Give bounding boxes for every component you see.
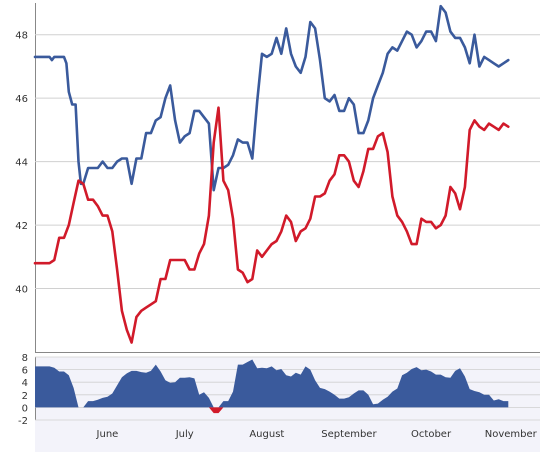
lower-y-tick-label: -2 (18, 416, 28, 427)
x-tick-label: October (411, 429, 452, 440)
x-tick-label: September (321, 429, 377, 440)
x-tick-label: August (249, 429, 284, 440)
lower-y-tick-label: 6 (22, 366, 28, 377)
blue-series-line (33, 4, 510, 192)
positive-area (35, 359, 509, 408)
upper-y-tick-label: 48 (15, 31, 28, 42)
upper-y-tick-label: 42 (15, 221, 28, 232)
x-tick-label: July (175, 429, 194, 440)
lower-y-tick-label: 0 (22, 403, 28, 414)
red-series-line (33, 106, 510, 344)
lower-y-tick-label: 2 (22, 391, 28, 402)
x-tick-labels: June July August September October November (96, 429, 538, 440)
lower-y-tick-labels: -2 02 46 8 (18, 353, 28, 427)
x-tick-label: June (96, 429, 119, 440)
lower-y-tick-label: 4 (22, 378, 28, 389)
upper-line-series (33, 4, 510, 344)
upper-y-tick-label: 40 (15, 285, 28, 296)
upper-y-tick-label: 46 (15, 94, 28, 105)
x-tick-label: November (485, 429, 538, 440)
lower-y-tick-label: 8 (22, 353, 28, 364)
lower-area-series (35, 359, 509, 414)
upper-y-tick-label: 44 (15, 158, 28, 169)
upper-y-tick-labels: 40 42 44 46 48 (15, 31, 28, 296)
